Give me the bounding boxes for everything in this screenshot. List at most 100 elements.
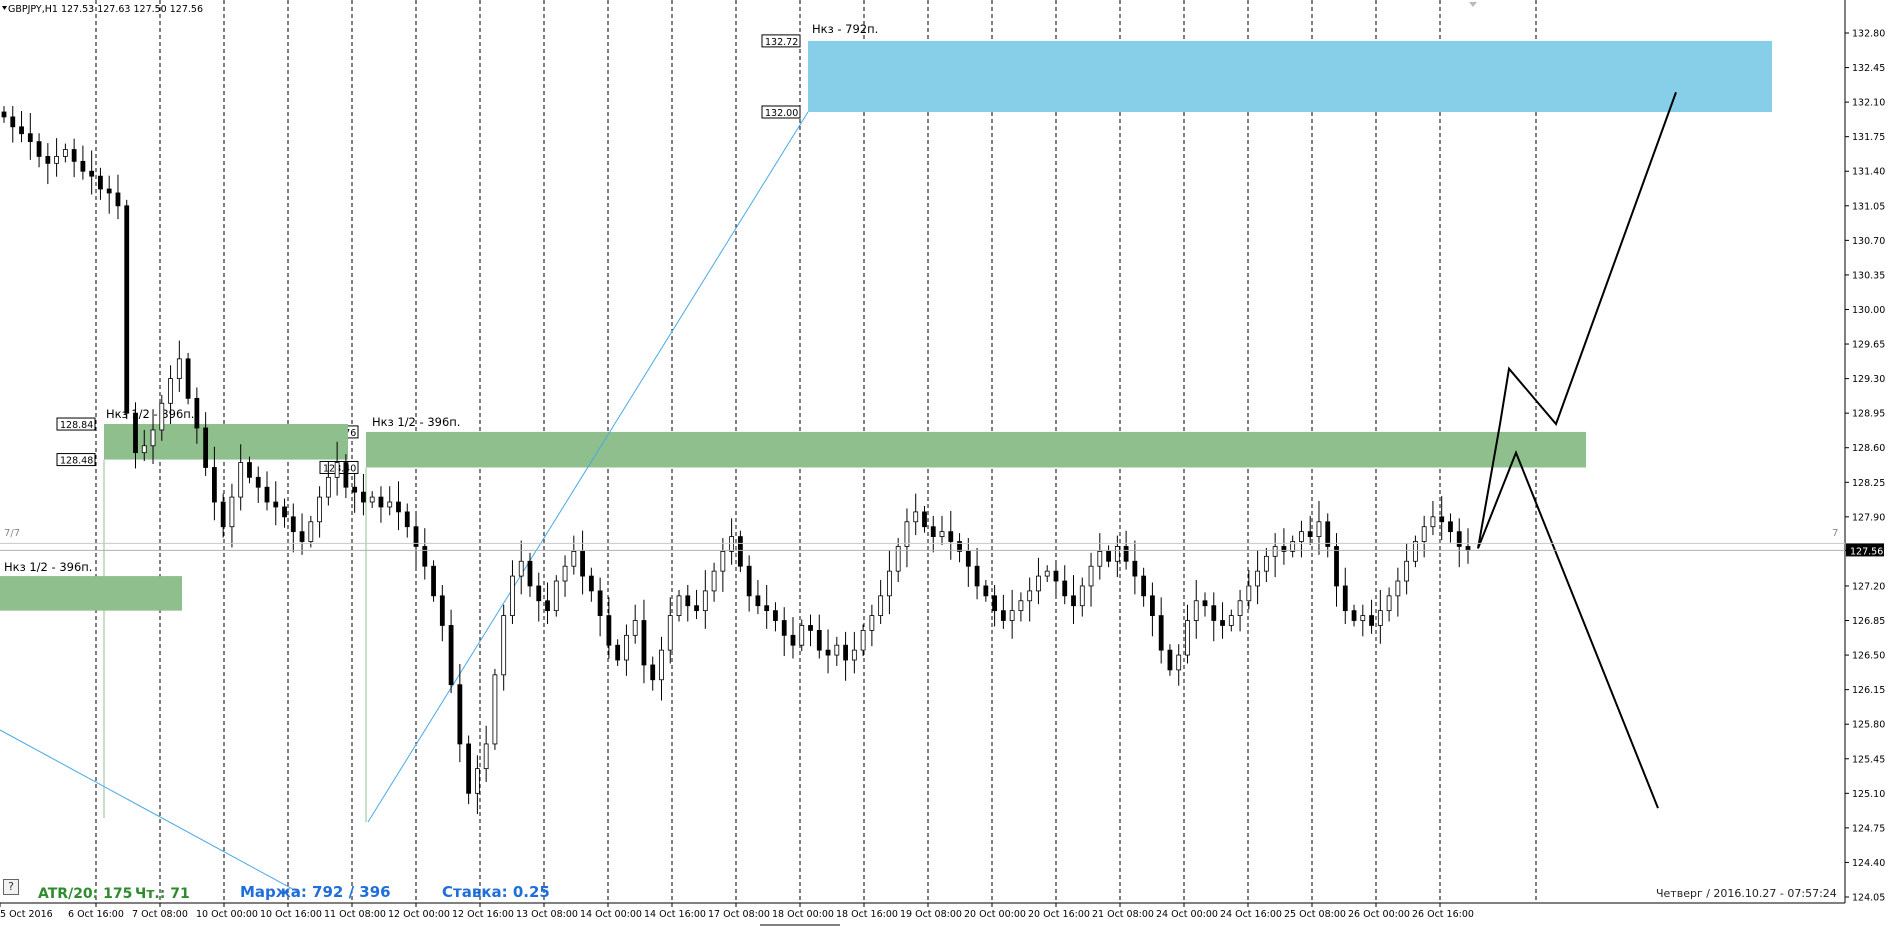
candle-body	[466, 743, 472, 794]
help-button[interactable]: ?	[3, 879, 19, 895]
price-tick-label: 129.30	[1852, 374, 1885, 385]
zone-price-tag	[56, 417, 96, 431]
candle-body	[422, 546, 428, 567]
candle-body	[1404, 560, 1410, 582]
candle-body	[106, 188, 112, 194]
candle-body	[922, 511, 927, 528]
time-tick-label: 11 Oct 08:00	[324, 909, 386, 920]
candle-body	[702, 590, 708, 612]
candle-body	[1036, 575, 1041, 592]
candle-body	[1334, 546, 1339, 587]
candle-body	[816, 629, 822, 651]
candle-body	[650, 664, 656, 681]
candle-body	[176, 358, 182, 380]
candle-body	[1000, 610, 1006, 621]
candle-body	[334, 462, 340, 478]
candle-body	[1053, 570, 1059, 582]
candle-body	[685, 595, 691, 607]
candle-body	[115, 192, 121, 207]
candle-body	[1255, 570, 1261, 587]
candle-body	[720, 551, 726, 572]
candle-body	[667, 615, 673, 651]
candle-body	[1395, 580, 1401, 597]
candle-body	[27, 133, 33, 143]
time-tick-label: 19 Oct 08:00	[900, 909, 962, 920]
zone-price-tag	[56, 453, 96, 467]
candle-body	[992, 595, 998, 612]
candle-body	[1360, 615, 1366, 621]
candle-body	[895, 546, 901, 572]
candle-body	[1114, 546, 1120, 562]
price-tick-label: 127.90	[1852, 512, 1885, 523]
zone-label: Нкз 1/2 - 396п.	[372, 415, 460, 429]
candle-body	[781, 620, 787, 636]
candle-body	[387, 501, 393, 508]
price-tick-label: 128.60	[1852, 443, 1885, 454]
price-tick-label: 130.70	[1852, 236, 1885, 247]
price-tick-label: 125.80	[1852, 720, 1885, 731]
candle-body	[71, 149, 77, 162]
candle-body	[308, 521, 314, 542]
candle-body	[1465, 546, 1471, 551]
guide-line	[367, 111, 809, 823]
candle-body	[808, 625, 813, 631]
zone-price-tag-label: 128.48	[60, 456, 93, 467]
price-tick-label: 131.40	[1852, 167, 1885, 178]
price-tick-label: 130.35	[1852, 270, 1885, 281]
time-tick-label: 7 Oct 08:00	[132, 909, 188, 920]
candle-body	[562, 565, 568, 582]
candle-body	[194, 397, 200, 429]
time-tick-label: 24 Oct 16:00	[1220, 909, 1282, 920]
candle-body	[457, 684, 463, 745]
candle-body	[1009, 610, 1015, 621]
candle-body	[1369, 615, 1374, 626]
candle-body	[588, 575, 594, 592]
time-tick-label: 17 Oct 08:00	[708, 909, 770, 920]
time-tick-label: 26 Oct 16:00	[1412, 909, 1474, 920]
candle-body	[1290, 541, 1296, 552]
candle-body	[492, 674, 498, 745]
candle-body	[1386, 595, 1392, 612]
candle-body	[878, 595, 884, 616]
price-tick-label: 125.45	[1852, 754, 1885, 765]
candle-body	[860, 629, 866, 651]
candle-body	[694, 605, 699, 612]
candle-body	[1413, 541, 1418, 562]
candle-body	[431, 565, 436, 597]
candle-body	[939, 531, 945, 537]
candle-body	[1421, 526, 1427, 542]
candle-body	[1079, 585, 1085, 607]
candle-body	[369, 496, 375, 503]
candle-body	[299, 531, 305, 542]
candle-body	[974, 565, 980, 587]
time-tick-label: 18 Oct 00:00	[772, 909, 834, 920]
candle-body	[282, 506, 287, 518]
candle-body	[45, 156, 51, 164]
candle-body	[1132, 560, 1138, 577]
candle-body	[904, 521, 910, 547]
zone-label: Нкз - 792п.	[812, 22, 878, 36]
candle-body	[965, 551, 971, 567]
zone-price-tag	[761, 34, 801, 48]
candle-body	[790, 634, 796, 646]
price-tick-label: 131.05	[1852, 201, 1885, 212]
candle-body	[632, 620, 638, 636]
candle-body	[825, 649, 831, 656]
candle-body	[641, 620, 647, 666]
candle-body	[1430, 516, 1436, 528]
candle-body	[290, 516, 296, 533]
candle-body	[1299, 531, 1304, 542]
candle-body	[378, 496, 384, 508]
candle-body	[1439, 516, 1445, 523]
candle-body	[273, 501, 279, 508]
candle-body	[229, 496, 235, 528]
candle-body	[1448, 521, 1453, 533]
candle-body	[474, 768, 480, 794]
price-tick-label: 129.65	[1852, 340, 1885, 351]
candle-body	[141, 445, 147, 454]
time-tick-label: 20 Oct 00:00	[964, 909, 1026, 920]
candle-body	[597, 590, 603, 616]
candle-body	[1228, 615, 1234, 626]
zone-price-tag	[761, 105, 801, 119]
